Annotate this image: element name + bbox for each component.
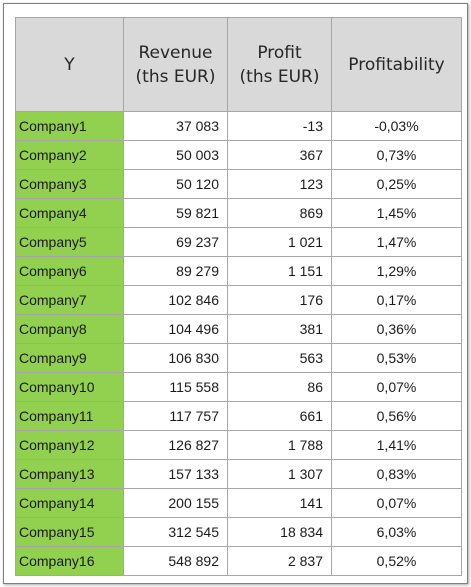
profit-cell: 1 151 xyxy=(227,256,332,286)
profitability-cell: 0,25% xyxy=(331,169,462,199)
profit-cell: -13 xyxy=(227,111,332,141)
table-row: Company2 50 003 367 0,73% xyxy=(15,140,462,170)
profit-cell: 1 788 xyxy=(227,430,332,460)
company-cell: Company12 xyxy=(15,430,124,460)
profitability-cell: 1,29% xyxy=(331,256,462,286)
company-cell: Company16 xyxy=(15,546,124,576)
company-cell: Company3 xyxy=(15,169,124,199)
table-row: Company4 59 821 869 1,45% xyxy=(15,198,462,228)
profitability-cell: 0,73% xyxy=(331,140,462,170)
company-profitability-table: Y Revenue (ths EUR) Profit (ths EUR) Pro… xyxy=(15,17,462,576)
company-cell: Company13 xyxy=(15,459,124,489)
profitability-cell: 0,52% xyxy=(331,546,462,576)
table-row: Company3 50 120 123 0,25% xyxy=(15,169,462,199)
company-cell: Company6 xyxy=(15,256,124,286)
profitability-cell: 0,83% xyxy=(331,459,462,489)
revenue-cell: 104 496 xyxy=(123,314,228,344)
header-profit-line2: (ths EUR) xyxy=(239,66,320,87)
company-cell: Company11 xyxy=(15,401,124,431)
company-cell: Company8 xyxy=(15,314,124,344)
header-revenue: Revenue (ths EUR) xyxy=(123,17,228,112)
table-row: Company5 69 237 1 021 1,47% xyxy=(15,227,462,257)
revenue-cell: 69 237 xyxy=(123,227,228,257)
company-cell: Company10 xyxy=(15,372,124,402)
header-profitability: Profitability xyxy=(331,17,462,112)
table-row: Company16 548 892 2 837 0,52% xyxy=(15,546,462,576)
header-y-line1: Y xyxy=(64,54,75,75)
table-row: Company15 312 545 18 834 6,03% xyxy=(15,517,462,547)
profit-cell: 1 021 xyxy=(227,227,332,257)
profit-cell: 123 xyxy=(227,169,332,199)
profit-cell: 176 xyxy=(227,285,332,315)
revenue-cell: 312 545 xyxy=(123,517,228,547)
table-row: Company7 102 846 176 0,17% xyxy=(15,285,462,315)
company-cell: Company5 xyxy=(15,227,124,257)
table-row: Company10 115 558 86 0,07% xyxy=(15,372,462,402)
revenue-cell: 115 558 xyxy=(123,372,228,402)
header-revenue-line1: Revenue xyxy=(138,42,213,63)
profit-cell: 2 837 xyxy=(227,546,332,576)
table-row: Company13 157 133 1 307 0,83% xyxy=(15,459,462,489)
company-cell: Company9 xyxy=(15,343,124,373)
company-cell: Company7 xyxy=(15,285,124,315)
profitability-cell: 1,47% xyxy=(331,227,462,257)
table-row: Company11 117 757 661 0,56% xyxy=(15,401,462,431)
profitability-cell: 6,03% xyxy=(331,517,462,547)
revenue-cell: 200 155 xyxy=(123,488,228,518)
profit-cell: 86 xyxy=(227,372,332,402)
table-row: Company12 126 827 1 788 1,41% xyxy=(15,430,462,460)
profit-cell: 18 834 xyxy=(227,517,332,547)
revenue-cell: 157 133 xyxy=(123,459,228,489)
table-row: Company14 200 155 141 0,07% xyxy=(15,488,462,518)
table-row: Company8 104 496 381 0,36% xyxy=(15,314,462,344)
company-cell: Company2 xyxy=(15,140,124,170)
header-y: Y xyxy=(15,17,124,112)
company-cell: Company4 xyxy=(15,198,124,228)
revenue-cell: 548 892 xyxy=(123,546,228,576)
profitability-cell: 0,53% xyxy=(331,343,462,373)
profitability-cell: -0,03% xyxy=(331,111,462,141)
revenue-cell: 89 279 xyxy=(123,256,228,286)
profitability-cell: 0,17% xyxy=(331,285,462,315)
revenue-cell: 50 003 xyxy=(123,140,228,170)
table-row: Company9 106 830 563 0,53% xyxy=(15,343,462,373)
profitability-cell: 0,56% xyxy=(331,401,462,431)
profit-cell: 869 xyxy=(227,198,332,228)
revenue-cell: 50 120 xyxy=(123,169,228,199)
profit-cell: 367 xyxy=(227,140,332,170)
profit-cell: 381 xyxy=(227,314,332,344)
profit-cell: 563 xyxy=(227,343,332,373)
header-profit-line1: Profit xyxy=(257,42,302,63)
table-frame: Y Revenue (ths EUR) Profit (ths EUR) Pro… xyxy=(3,3,468,584)
profitability-cell: 1,41% xyxy=(331,430,462,460)
company-cell: Company14 xyxy=(15,488,124,518)
profitability-cell: 0,36% xyxy=(331,314,462,344)
company-cell: Company15 xyxy=(15,517,124,547)
profit-cell: 141 xyxy=(227,488,332,518)
revenue-cell: 102 846 xyxy=(123,285,228,315)
profit-cell: 661 xyxy=(227,401,332,431)
table-row: Company1 37 083 -13 -0,03% xyxy=(15,111,462,141)
profitability-cell: 0,07% xyxy=(331,488,462,518)
revenue-cell: 37 083 xyxy=(123,111,228,141)
header-revenue-line2: (ths EUR) xyxy=(135,66,216,87)
revenue-cell: 117 757 xyxy=(123,401,228,431)
revenue-cell: 106 830 xyxy=(123,343,228,373)
header-row: Y Revenue (ths EUR) Profit (ths EUR) Pro… xyxy=(15,17,462,112)
profit-cell: 1 307 xyxy=(227,459,332,489)
profitability-cell: 0,07% xyxy=(331,372,462,402)
header-profitability-line1: Profitability xyxy=(348,54,445,75)
header-profit: Profit (ths EUR) xyxy=(227,17,332,112)
revenue-cell: 59 821 xyxy=(123,198,228,228)
company-cell: Company1 xyxy=(15,111,124,141)
revenue-cell: 126 827 xyxy=(123,430,228,460)
profitability-cell: 1,45% xyxy=(331,198,462,228)
table-row: Company6 89 279 1 151 1,29% xyxy=(15,256,462,286)
